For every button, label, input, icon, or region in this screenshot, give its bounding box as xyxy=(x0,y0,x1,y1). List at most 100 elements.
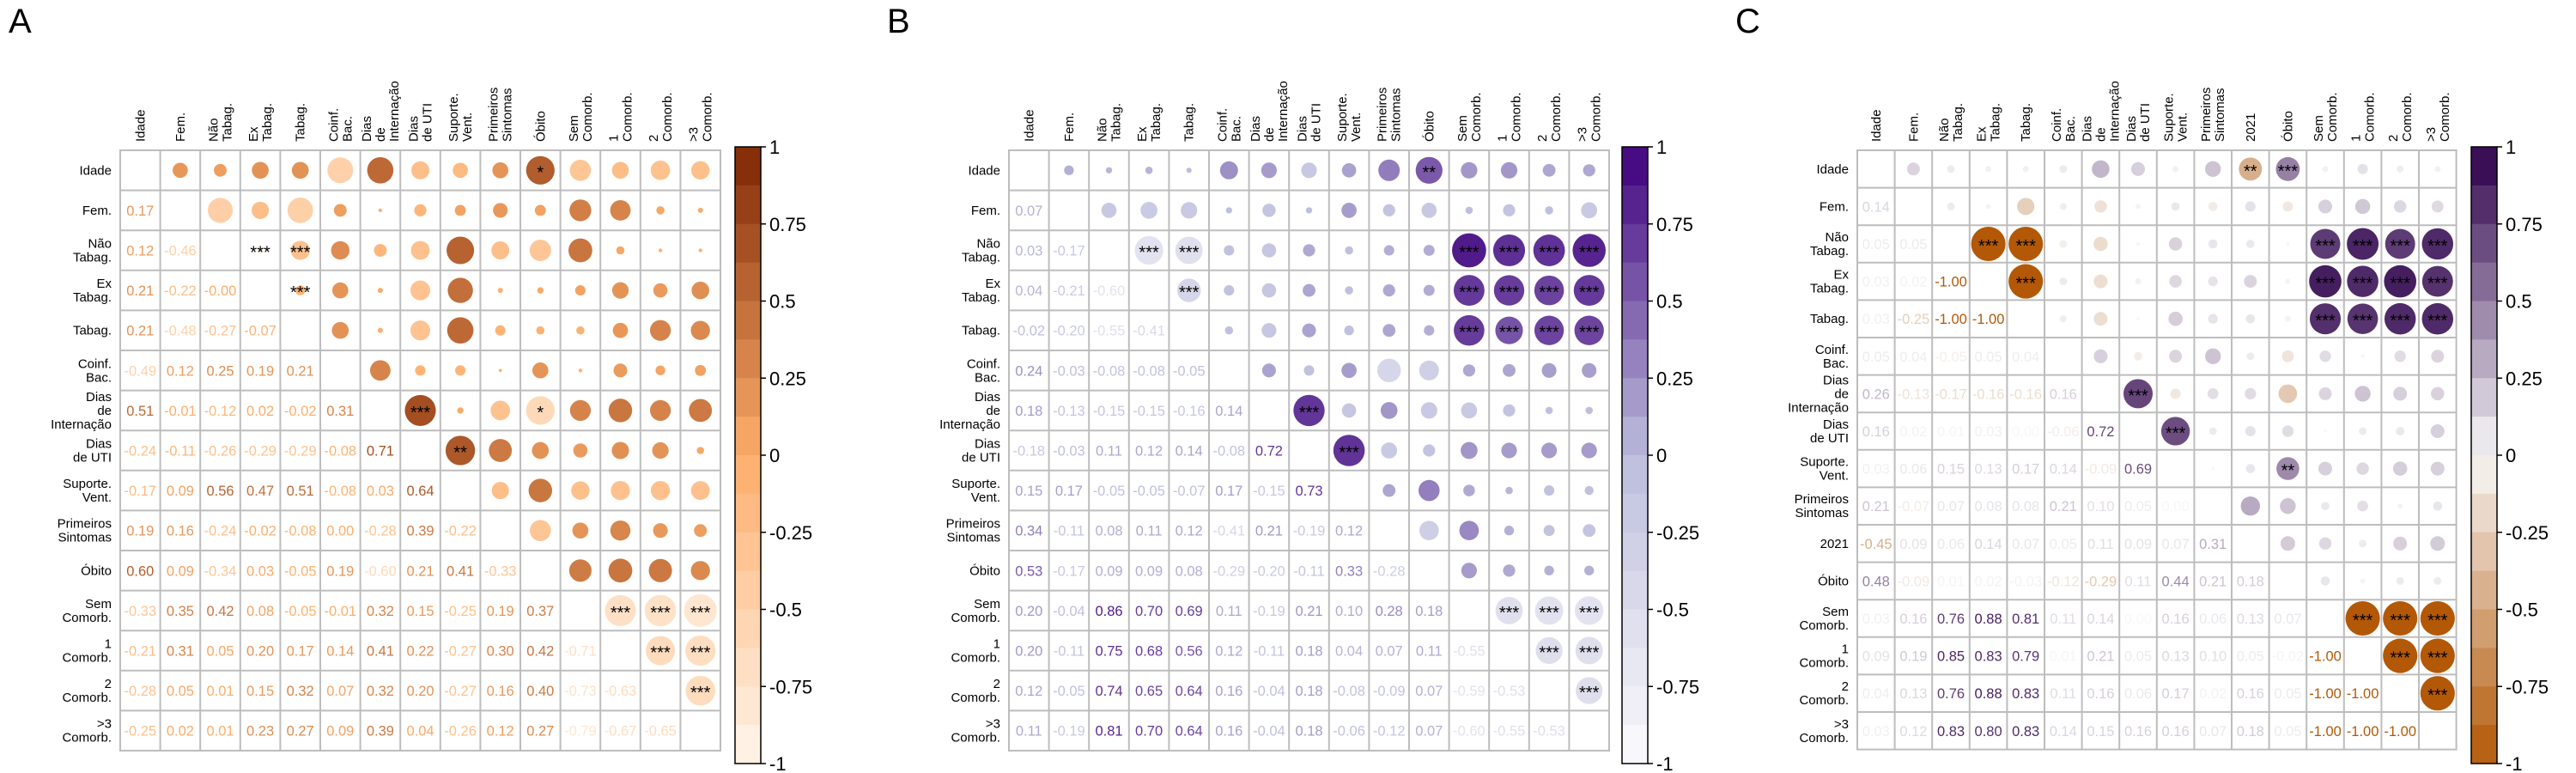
significance-star: *** xyxy=(1978,237,1999,256)
corr-value: 0.31 xyxy=(326,404,354,419)
colorbar-tick-label: -0.25 xyxy=(769,522,812,544)
corr-circle xyxy=(1224,326,1234,335)
colorbar-step xyxy=(2471,725,2497,764)
corr-circle xyxy=(2246,352,2255,361)
corr-value: 0.14 xyxy=(1176,444,1203,460)
corr-value: -0.55 xyxy=(1093,324,1126,339)
corr-value: 0.27 xyxy=(526,724,554,740)
significance-star: *** xyxy=(290,244,311,263)
corr-value: 0.05 xyxy=(2050,537,2077,552)
corr-value: -0.01 xyxy=(324,604,356,619)
corr-value: 0.03 xyxy=(367,484,394,499)
corr-value: -0.07 xyxy=(1898,499,1930,514)
corr-circle xyxy=(2384,265,2417,298)
corr-value: 0.11 xyxy=(1416,644,1443,660)
corr-circle xyxy=(2430,423,2445,439)
corr-value: 0.16 xyxy=(167,524,194,539)
corr-circle xyxy=(1224,245,1235,256)
corr-circle xyxy=(252,201,270,219)
corr-value: -0.07 xyxy=(1173,484,1206,499)
corr-value: -0.63 xyxy=(605,684,637,699)
corr-circle xyxy=(1545,206,1553,215)
corr-circle xyxy=(489,439,513,462)
row-label: Dias de Internação xyxy=(51,390,112,432)
corr-value: -0.26 xyxy=(444,724,477,740)
corr-circle xyxy=(1584,565,1595,575)
corr-circle xyxy=(648,558,672,582)
corr-circle xyxy=(1575,636,1603,665)
col-label: Suporte.Vent. xyxy=(2162,93,2190,142)
col-label: 2Comorb. xyxy=(647,92,675,142)
corr-value: -0.46 xyxy=(164,244,197,259)
significance-star: *** xyxy=(1499,324,1520,343)
panel-c: C 0.14 0.05 0.05 0.03 0.02 -1.00 0.03 -0.25 -1.00… xyxy=(1735,3,2549,773)
corr-value: 0.14 xyxy=(1862,199,1890,215)
corr-value: -0.05 xyxy=(1053,684,1085,699)
corr-value: 0.19 xyxy=(1899,649,1927,665)
corr-circle xyxy=(1303,244,1315,257)
corr-circle xyxy=(2208,313,2218,324)
corr-value: 0.41 xyxy=(367,644,394,660)
colorbar-tick-label: 0.75 xyxy=(1656,214,1693,235)
corr-value: 0.83 xyxy=(1975,649,2002,665)
corr-circle xyxy=(685,635,716,666)
corr-circle xyxy=(2207,388,2219,399)
corr-circle xyxy=(685,675,715,706)
col-label: 2021 xyxy=(2244,113,2258,142)
corr-circle xyxy=(2322,166,2329,173)
corr-circle xyxy=(492,161,509,179)
corr-value: -0.05 xyxy=(1173,363,1206,379)
corr-value: -0.15 xyxy=(1093,404,1126,419)
corr-value: -0.01 xyxy=(164,404,197,419)
corr-value: -1.00 xyxy=(1935,312,1967,327)
corr-circle xyxy=(2430,536,2445,551)
corr-circle xyxy=(2245,201,2256,212)
significance-star: ** xyxy=(1423,163,1437,182)
colorbar-tick-label: 0.75 xyxy=(2506,214,2543,235)
corr-circle xyxy=(568,238,592,263)
corr-value: 0.14 xyxy=(2050,724,2077,740)
corr-circle xyxy=(2208,202,2218,211)
corr-value: 0.17 xyxy=(2012,462,2039,478)
corr-circle xyxy=(2059,203,2067,210)
corr-circle xyxy=(2318,386,2332,400)
corr-value: 0.07 xyxy=(2274,612,2301,627)
corr-circle xyxy=(2017,198,2035,216)
row-label: Tabag. xyxy=(1810,312,1849,326)
corr-value: 0.02 xyxy=(1899,275,1927,290)
significance-star: *** xyxy=(1579,644,1600,663)
row-label: Dias de UTI xyxy=(962,437,1000,466)
corr-circle xyxy=(331,240,350,260)
corr-circle xyxy=(526,396,555,425)
corr-value: 0.08 xyxy=(1095,524,1122,539)
corr-value: 0.51 xyxy=(126,404,154,419)
corr-value: 0.14 xyxy=(1215,404,1242,419)
panel-a: A 0.17 0.12 -0.46 0.21 -0.22 -0.00 0.21 -0.48 -0.… xyxy=(9,3,812,773)
colorbar-step xyxy=(1622,570,1648,610)
corr-circle xyxy=(1534,596,1564,625)
corr-value: 0.02 xyxy=(1899,424,1927,440)
corr-value: -0.22 xyxy=(164,283,197,299)
corr-circle xyxy=(656,206,665,215)
significance-star: *** xyxy=(2315,275,2336,294)
corr-circle xyxy=(327,157,354,184)
corr-value: 0.12 xyxy=(1135,444,1163,460)
corr-circle xyxy=(2280,498,2296,514)
colorbar-tick-label: -0.5 xyxy=(769,600,802,621)
col-label: Diasde UTI xyxy=(2124,103,2153,142)
significance-star: *** xyxy=(2427,649,2448,668)
corr-value: 0.07 xyxy=(1415,724,1443,740)
colorbar-tick-label: 0.25 xyxy=(769,368,806,389)
corr-circle xyxy=(2093,274,2108,289)
corr-circle xyxy=(2420,638,2455,673)
corr-value: 0.27 xyxy=(287,724,314,740)
corr-circle xyxy=(411,161,429,180)
corr-value: -1.00 xyxy=(2347,686,2379,702)
colorbar-tick-label: 1 xyxy=(1656,137,1667,158)
corr-value: 0.04 xyxy=(2012,350,2039,365)
corr-value: 0.12 xyxy=(167,363,194,379)
corr-value: -0.05 xyxy=(1093,484,1126,499)
corr-value: -0.12 xyxy=(204,404,237,419)
corr-value: 0.03 xyxy=(1975,424,2002,440)
col-label: Coinf.Bac. xyxy=(1215,108,1243,142)
